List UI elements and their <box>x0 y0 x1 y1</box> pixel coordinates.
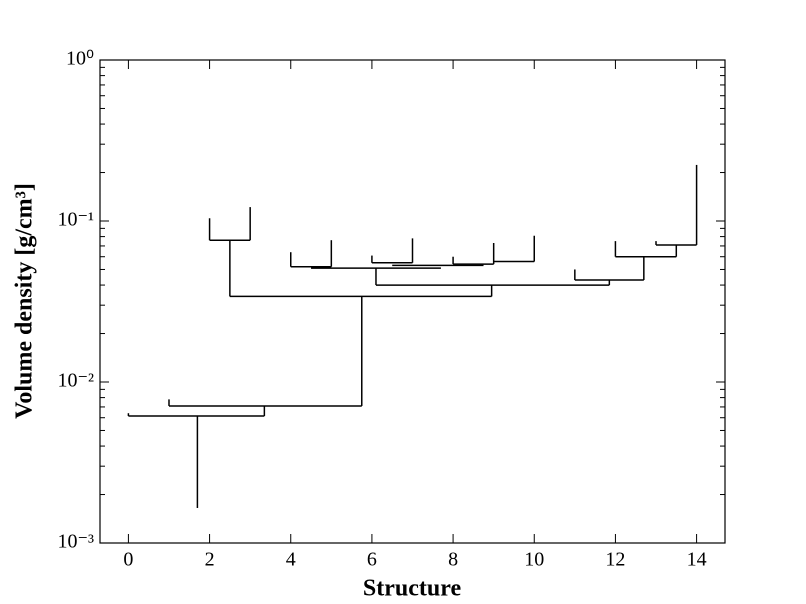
plot-frame <box>99 59 726 544</box>
x-tick-label: 2 <box>205 549 215 571</box>
y-tick-label: 10⁻² <box>57 370 94 392</box>
y-tick-label: 10⁻³ <box>57 531 94 553</box>
x-tick-label: 6 <box>367 549 377 571</box>
x-tick-label: 4 <box>286 549 296 571</box>
y-axis-label: Volume density [g/cm³] <box>12 183 38 419</box>
y-tick-label: 10⁰ <box>66 48 94 70</box>
y-tick-label: 10⁻¹ <box>57 209 94 231</box>
x-tick-label: 12 <box>605 549 625 571</box>
x-tick-label: 0 <box>123 549 133 571</box>
x-tick-label: 14 <box>687 549 707 571</box>
x-axis-label: Structure <box>363 576 462 602</box>
x-tick-label: 8 <box>448 549 458 571</box>
x-tick-label: 10 <box>524 549 544 571</box>
